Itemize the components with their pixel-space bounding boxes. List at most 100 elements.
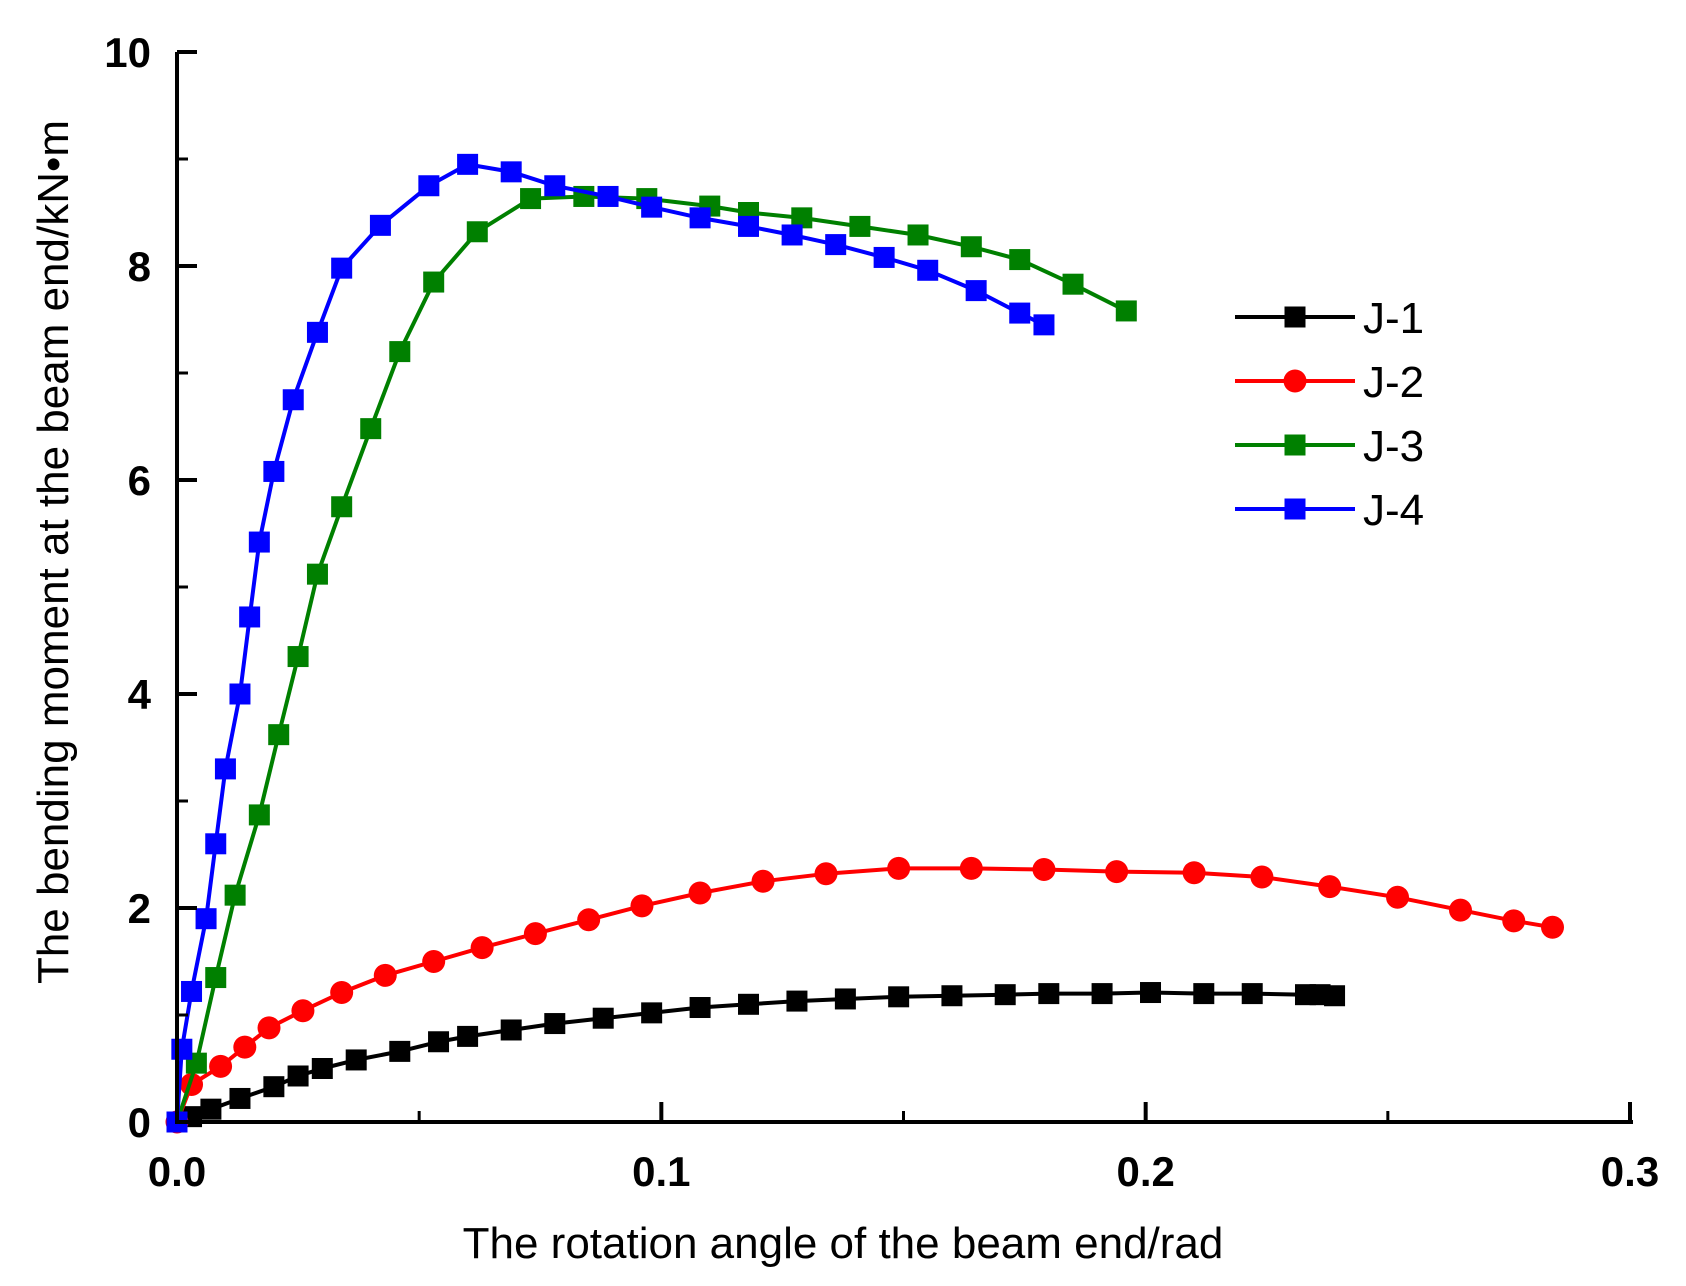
data-point-j-1 xyxy=(263,1076,285,1098)
data-point-j-2 xyxy=(523,922,547,946)
data-point-j-4 xyxy=(248,531,270,553)
series-j-4 xyxy=(166,153,1055,1133)
legend-label: J-4 xyxy=(1363,486,1424,535)
ticks: 0.0 0.1 0.2 0.3 0 2 4 6 8 10 xyxy=(104,29,1659,1195)
data-point-j-4 xyxy=(181,980,203,1002)
data-point-j-2 xyxy=(257,1016,281,1040)
legend-marker xyxy=(1283,369,1307,393)
data-point-j-1 xyxy=(941,985,963,1007)
data-point-j-3 xyxy=(1009,249,1031,271)
data-point-j-2 xyxy=(814,862,838,886)
data-point-j-2 xyxy=(422,950,446,973)
legend-marker xyxy=(1284,434,1306,456)
legend-item-j-4: J-4 xyxy=(1235,486,1424,535)
y-tick-label: 6 xyxy=(128,457,151,504)
data-point-j-3 xyxy=(268,724,290,746)
data-point-j-4 xyxy=(1009,302,1031,324)
data-point-j-2 xyxy=(1386,885,1410,909)
data-point-j-4 xyxy=(171,1038,193,1060)
legend-item-j-2: J-2 xyxy=(1235,358,1424,407)
data-point-j-4 xyxy=(544,175,566,197)
data-point-j-4 xyxy=(641,196,663,218)
data-point-j-2 xyxy=(1448,898,1472,922)
series-layer xyxy=(165,153,1565,1134)
data-point-j-4 xyxy=(331,257,353,279)
data-point-j-1 xyxy=(345,1049,367,1071)
data-point-j-2 xyxy=(1105,860,1129,884)
data-point-j-2 xyxy=(1182,861,1206,885)
data-point-j-3 xyxy=(205,967,227,989)
data-point-j-1 xyxy=(428,1031,450,1053)
data-point-j-3 xyxy=(287,646,309,668)
data-point-j-3 xyxy=(1115,300,1137,322)
data-point-j-3 xyxy=(248,804,270,826)
data-point-j-4 xyxy=(418,175,440,197)
data-point-j-1 xyxy=(592,1007,614,1029)
data-point-j-2 xyxy=(330,981,354,1005)
data-point-j-1 xyxy=(311,1058,333,1079)
data-point-j-2 xyxy=(470,936,494,960)
data-point-j-2 xyxy=(751,869,775,893)
series-j-2 xyxy=(165,856,1565,1134)
legend-label: J-3 xyxy=(1363,422,1424,471)
data-point-j-1 xyxy=(641,1002,663,1024)
data-point-j-2 xyxy=(688,881,712,905)
data-point-j-1 xyxy=(229,1087,251,1109)
data-point-j-1 xyxy=(1038,983,1060,1005)
data-point-j-3 xyxy=(389,341,411,363)
data-point-j-4 xyxy=(781,224,803,246)
data-point-j-2 xyxy=(373,963,397,987)
data-point-j-4 xyxy=(263,460,285,482)
legend-item-j-3: J-3 xyxy=(1235,422,1424,471)
x-tick-label: 0.1 xyxy=(632,1148,690,1195)
data-point-j-1 xyxy=(1193,983,1215,1005)
data-point-j-4 xyxy=(873,246,895,268)
data-point-j-1 xyxy=(1324,985,1346,1007)
data-point-j-1 xyxy=(786,990,808,1012)
legend-marker xyxy=(1284,498,1306,520)
data-point-j-2 xyxy=(1250,865,1274,889)
data-point-j-4 xyxy=(689,207,711,229)
legend: J-1 J-2 J-3 J-4 xyxy=(1235,294,1424,535)
data-point-j-3 xyxy=(907,224,929,246)
data-point-j-1 xyxy=(689,997,711,1019)
data-point-j-4 xyxy=(738,215,760,237)
data-point-j-1 xyxy=(500,1019,522,1041)
x-axis-title: The rotation angle of the beam end/rad xyxy=(463,1219,1224,1268)
data-point-j-1 xyxy=(1091,983,1113,1005)
data-point-j-3 xyxy=(306,563,328,585)
data-point-j-1 xyxy=(457,1025,479,1047)
data-point-j-4 xyxy=(965,280,987,302)
data-point-j-2 xyxy=(1032,857,1056,881)
data-point-j-1 xyxy=(1241,983,1263,1005)
data-point-j-1 xyxy=(834,988,856,1010)
data-point-j-3 xyxy=(849,215,871,237)
data-point-j-1 xyxy=(200,1098,222,1120)
data-point-j-4 xyxy=(457,153,479,175)
data-point-j-2 xyxy=(577,908,601,932)
y-tick-label: 4 xyxy=(128,671,152,718)
data-point-j-3 xyxy=(224,884,246,906)
y-axis-title: The bending moment at the beam end/kN•m xyxy=(29,120,78,984)
data-point-j-4 xyxy=(239,606,261,628)
data-point-j-1 xyxy=(389,1040,411,1062)
y-tick-label: 10 xyxy=(104,29,151,76)
legend-label: J-2 xyxy=(1363,358,1424,407)
data-point-j-2 xyxy=(233,1035,257,1059)
data-point-j-3 xyxy=(360,418,382,440)
data-point-j-2 xyxy=(1318,875,1342,899)
data-point-j-3 xyxy=(791,207,813,229)
legend-label: J-1 xyxy=(1363,294,1424,343)
data-point-j-4 xyxy=(369,214,391,236)
data-point-j-2 xyxy=(291,999,315,1023)
data-point-j-4 xyxy=(306,321,328,343)
legend-item-j-1: J-1 xyxy=(1235,294,1424,343)
data-point-j-3 xyxy=(960,236,982,258)
data-point-j-2 xyxy=(959,856,983,880)
data-point-j-3 xyxy=(423,271,445,293)
data-point-j-4 xyxy=(1033,314,1055,336)
data-point-j-4 xyxy=(229,683,251,705)
data-point-j-1 xyxy=(738,993,760,1015)
data-point-j-3 xyxy=(520,188,542,210)
